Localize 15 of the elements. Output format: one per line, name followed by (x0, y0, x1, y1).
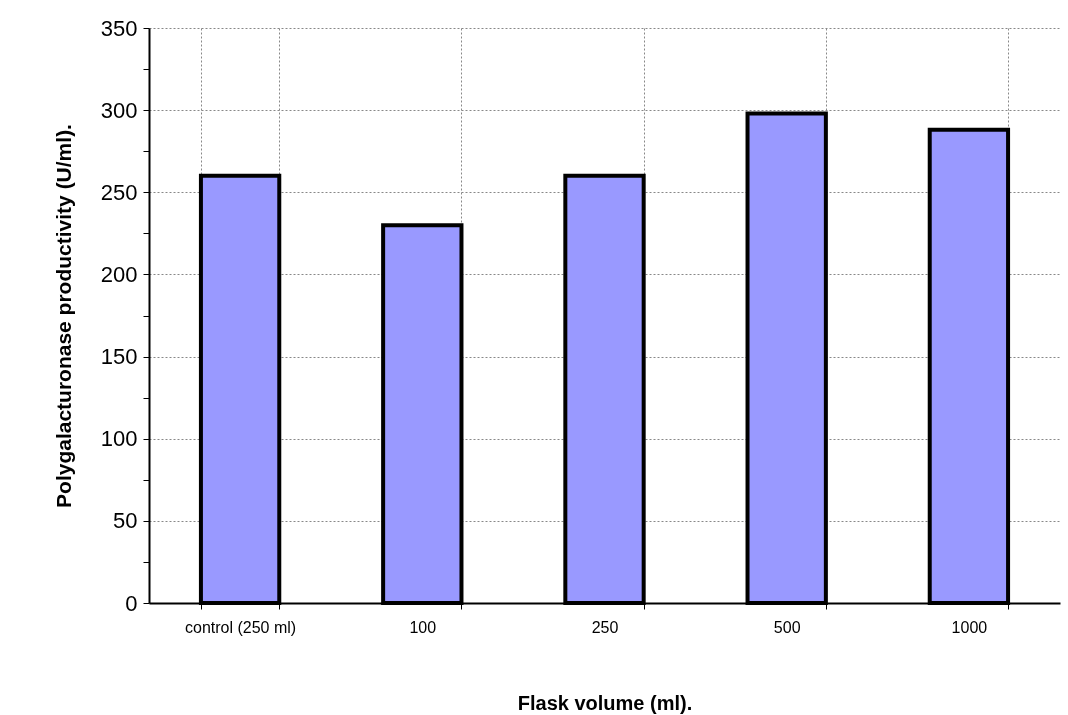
x-tick-label: 250 (591, 618, 619, 636)
x-tick-label: 1000 (951, 618, 988, 636)
x-tick-label: 100 (409, 618, 437, 636)
x-tick-label: control (250 ml) (185, 618, 297, 636)
y-tick-label: 100 (100, 426, 138, 452)
y-tick-label: 300 (100, 97, 138, 123)
y-tick-label: 200 (100, 261, 138, 287)
x-axis-title: Flask volume (ml). (517, 691, 693, 714)
y-tick-label: 50 (113, 508, 138, 534)
y-axis-title: Polygalacturonase productivity (U/ml). (51, 124, 75, 508)
y-tick-label: 250 (100, 179, 138, 205)
x-tick-label: 500 (773, 618, 801, 636)
y-tick-label: 0 (125, 590, 138, 616)
y-tick-label: 150 (100, 344, 138, 370)
y-tick-label: 350 (100, 15, 138, 41)
